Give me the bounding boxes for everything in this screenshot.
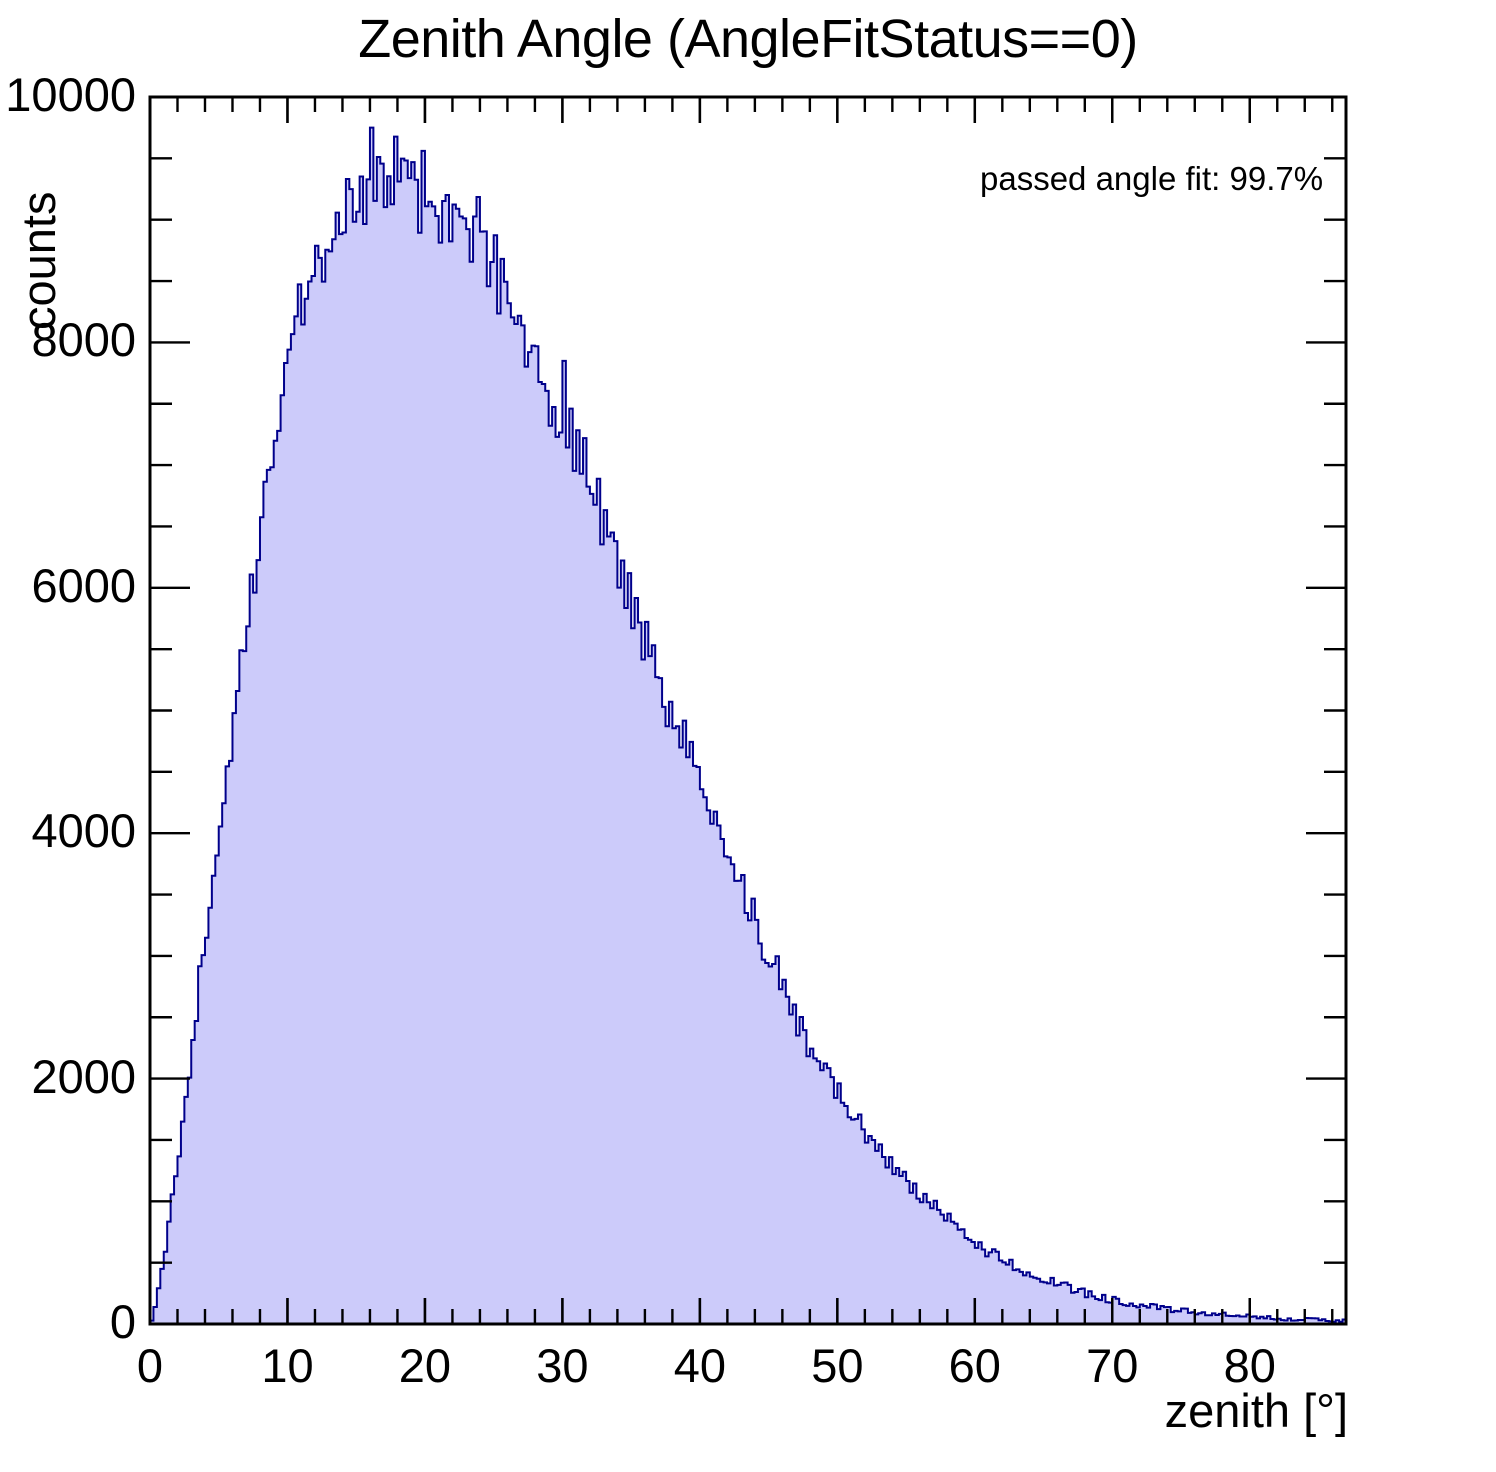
x-tick-label: 30 xyxy=(536,1339,589,1392)
status-badge: passed angle fit: 99.7% xyxy=(980,160,1324,197)
y-tick-label: 10000 xyxy=(5,68,136,121)
y-tick-label: 2000 xyxy=(31,1049,136,1103)
histogram-fill-area xyxy=(150,127,1346,1324)
x-tick-label: 50 xyxy=(811,1339,864,1392)
y-axis-title: counts xyxy=(12,191,65,330)
plot-frame-box xyxy=(148,95,1348,1326)
y-tick-label: 0 xyxy=(109,1295,136,1348)
x-tick-label: 40 xyxy=(673,1339,727,1392)
x-tick-label: 10 xyxy=(261,1339,314,1392)
x-tick-label: 0 xyxy=(136,1339,164,1392)
x-tick-label: 80 xyxy=(1223,1339,1276,1392)
y-tick-label: 6000 xyxy=(31,558,136,612)
y-tick-label: 4000 xyxy=(31,804,136,858)
page-title: Zenith Angle (AngleFitStatus==0) xyxy=(358,9,1138,69)
axis-ticks xyxy=(148,95,1346,1326)
x-tick-label: 20 xyxy=(398,1339,452,1392)
x-tick-label: 70 xyxy=(1086,1339,1139,1392)
y-tick-label: 8000 xyxy=(31,313,136,367)
x-tick-label: 60 xyxy=(948,1339,1001,1392)
histogram-outline xyxy=(149,126,1347,1324)
x-axis-title: zenith [°] xyxy=(1164,1384,1348,1437)
